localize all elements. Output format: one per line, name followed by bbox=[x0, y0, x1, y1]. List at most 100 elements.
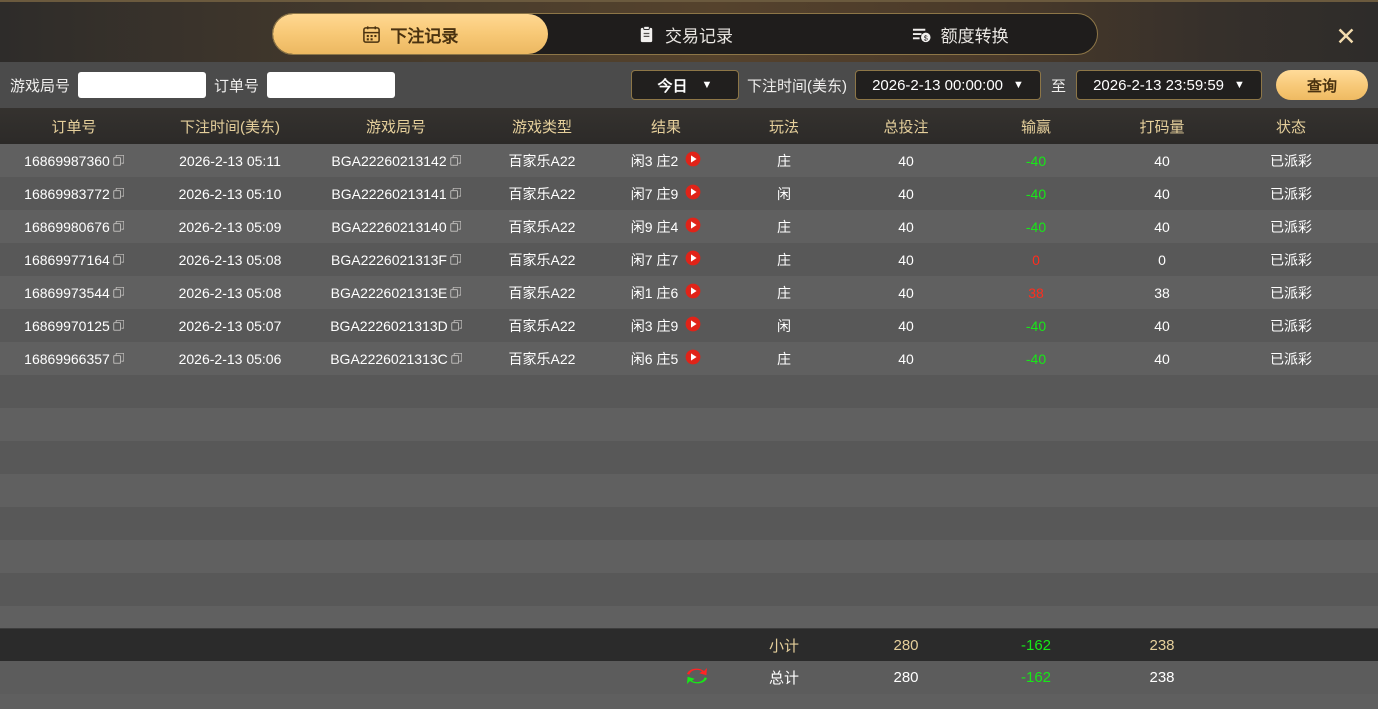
date-preset-value: 今日 bbox=[657, 77, 688, 95]
coin-list-icon: $ bbox=[911, 25, 932, 44]
cell-order-no[interactable]: 16869966357 bbox=[0, 351, 148, 367]
table-row[interactable]: 16869987360 2026-2-13 05:11 BGA22260213142… bbox=[0, 144, 1378, 177]
bet-time-label: 下注时间(美东) bbox=[746, 77, 847, 95]
cell-game-round[interactable]: BGA22260213140 bbox=[312, 219, 480, 235]
col-play-type: 玩法 bbox=[768, 118, 799, 136]
cell-game-round[interactable]: BGA2226021313D bbox=[312, 318, 480, 334]
table-row[interactable]: 16869966357 2026-2-13 05:06 BGA2226021313C… bbox=[0, 342, 1378, 375]
table-row[interactable]: 16869977164 2026-2-13 05:08 BGA2226021313F… bbox=[0, 243, 1378, 276]
date-preset-select[interactable]: 今日 ▼ bbox=[630, 70, 739, 100]
cell-result[interactable]: 闲3 庄9 bbox=[604, 316, 728, 336]
order-no-input[interactable] bbox=[267, 72, 396, 98]
table-row-empty bbox=[0, 408, 1378, 441]
cell-total-bet: 40 bbox=[898, 218, 914, 235]
cell-play-type: 闲 bbox=[777, 185, 791, 202]
cell-play-type: 庄 bbox=[777, 251, 791, 268]
cell-order-no[interactable]: 16869977164 bbox=[0, 252, 148, 268]
play-video-icon[interactable] bbox=[685, 283, 701, 302]
end-time-value: 2026-2-13 23:59:59 bbox=[1093, 76, 1225, 94]
copy-icon[interactable] bbox=[449, 153, 461, 169]
cell-win-loss: 0 bbox=[1032, 251, 1040, 268]
cell-order-no[interactable]: 16869973544 bbox=[0, 285, 148, 301]
table-row-empty bbox=[0, 474, 1378, 507]
cell-order-no[interactable]: 16869970125 bbox=[0, 318, 148, 334]
chevron-down-icon: ▼ bbox=[1234, 79, 1245, 91]
cell-chip-volume: 40 bbox=[1154, 185, 1170, 202]
order-no-text: 16869983772 bbox=[24, 185, 110, 202]
col-order-no: 订单号 bbox=[51, 118, 97, 136]
cell-bet-time: 2026-2-13 05:09 bbox=[178, 218, 282, 235]
play-video-icon[interactable] bbox=[685, 184, 701, 203]
order-no-text: 16869980676 bbox=[24, 218, 110, 235]
game-round-text: BGA2226021313C bbox=[330, 350, 448, 367]
table-body[interactable]: 16869987360 2026-2-13 05:11 BGA22260213142… bbox=[0, 144, 1378, 628]
copy-icon[interactable] bbox=[450, 318, 463, 334]
game-round-text: BGA2226021313F bbox=[331, 251, 447, 268]
subtotal-total-bet: 280 bbox=[893, 636, 919, 654]
copy-icon[interactable] bbox=[113, 285, 125, 301]
query-button[interactable]: 查询 bbox=[1276, 70, 1368, 100]
game-round-label: 游戏局号 bbox=[10, 77, 71, 95]
table-row[interactable]: 16869983772 2026-2-13 05:10 BGA22260213141… bbox=[0, 177, 1378, 210]
copy-icon[interactable] bbox=[450, 285, 462, 301]
copy-icon[interactable] bbox=[449, 186, 461, 202]
start-time-value: 2026-2-13 00:00:00 bbox=[872, 76, 1004, 94]
grand-total-win-loss: -162 bbox=[1020, 669, 1052, 686]
copy-icon[interactable] bbox=[113, 351, 125, 367]
table-row[interactable]: 16869973544 2026-2-13 05:08 BGA2226021313E… bbox=[0, 276, 1378, 309]
copy-icon[interactable] bbox=[113, 219, 125, 235]
result-text: 闲1 庄6 bbox=[630, 284, 679, 301]
game-round-text: BGA22260213140 bbox=[331, 218, 447, 235]
cell-result[interactable]: 闲6 庄5 bbox=[604, 349, 728, 369]
cell-bet-time: 2026-2-13 05:11 bbox=[179, 152, 281, 169]
play-video-icon[interactable] bbox=[685, 316, 701, 335]
cell-game-round[interactable]: BGA22260213141 bbox=[312, 186, 480, 202]
cell-result[interactable]: 闲9 庄4 bbox=[604, 217, 728, 237]
tab-transaction-records[interactable]: 交易记录 bbox=[548, 14, 823, 54]
cell-bet-time: 2026-2-13 05:08 bbox=[178, 251, 282, 268]
copy-icon[interactable] bbox=[113, 252, 125, 268]
cell-chip-volume: 40 bbox=[1154, 350, 1170, 367]
end-time-select[interactable]: 2026-2-13 23:59:59 ▼ bbox=[1076, 70, 1262, 100]
play-video-icon[interactable] bbox=[685, 217, 701, 236]
cell-game-type: 百家乐A22 bbox=[508, 251, 576, 268]
cell-order-no[interactable]: 16869983772 bbox=[0, 186, 148, 202]
play-video-icon[interactable] bbox=[685, 151, 701, 170]
refresh-icon[interactable] bbox=[684, 665, 710, 691]
copy-icon[interactable] bbox=[450, 351, 463, 367]
start-time-select[interactable]: 2026-2-13 00:00:00 ▼ bbox=[854, 70, 1041, 100]
tab-bet-records[interactable]: 下注记录 bbox=[273, 14, 548, 54]
cell-game-round[interactable]: BGA2226021313E bbox=[312, 285, 480, 301]
cell-game-round[interactable]: BGA2226021313C bbox=[312, 351, 480, 367]
cell-result[interactable]: 闲1 庄6 bbox=[604, 283, 728, 303]
order-no-text: 16869977164 bbox=[24, 251, 110, 268]
filter-bar: 游戏局号 订单号 今日 ▼ 下注时间(美东) 2026-2-13 00:00:0… bbox=[0, 62, 1378, 108]
play-video-icon[interactable] bbox=[685, 349, 701, 368]
play-video-icon[interactable] bbox=[685, 250, 701, 269]
copy-icon[interactable] bbox=[450, 252, 462, 268]
game-round-input[interactable] bbox=[78, 72, 207, 98]
cell-result[interactable]: 闲7 庄9 bbox=[604, 184, 728, 204]
cell-win-loss: -40 bbox=[1025, 152, 1047, 169]
cell-total-bet: 40 bbox=[898, 152, 914, 169]
cell-order-no[interactable]: 16869987360 bbox=[0, 153, 148, 169]
close-icon[interactable]: ✕ bbox=[1335, 21, 1357, 51]
tab-credit-transfer[interactable]: $ 额度转换 bbox=[822, 14, 1097, 54]
copy-icon[interactable] bbox=[113, 318, 125, 334]
copy-icon[interactable] bbox=[449, 219, 461, 235]
cell-result[interactable]: 闲3 庄2 bbox=[604, 151, 728, 171]
table-row[interactable]: 16869980676 2026-2-13 05:09 BGA22260213140… bbox=[0, 210, 1378, 243]
subtotal-win-loss: -162 bbox=[1020, 636, 1052, 654]
copy-icon[interactable] bbox=[113, 186, 125, 202]
cell-game-round[interactable]: BGA2226021313F bbox=[312, 252, 480, 268]
cell-game-round[interactable]: BGA22260213142 bbox=[312, 153, 480, 169]
table-row[interactable]: 16869970125 2026-2-13 05:07 BGA2226021313D… bbox=[0, 309, 1378, 342]
cell-result[interactable]: 闲7 庄7 bbox=[604, 250, 728, 270]
cell-status: 已派彩 bbox=[1270, 317, 1312, 334]
result-text: 闲3 庄9 bbox=[630, 317, 679, 334]
cell-play-type: 庄 bbox=[777, 152, 791, 169]
table-row-empty bbox=[0, 573, 1378, 606]
cell-order-no[interactable]: 16869980676 bbox=[0, 219, 148, 235]
copy-icon[interactable] bbox=[113, 153, 125, 169]
